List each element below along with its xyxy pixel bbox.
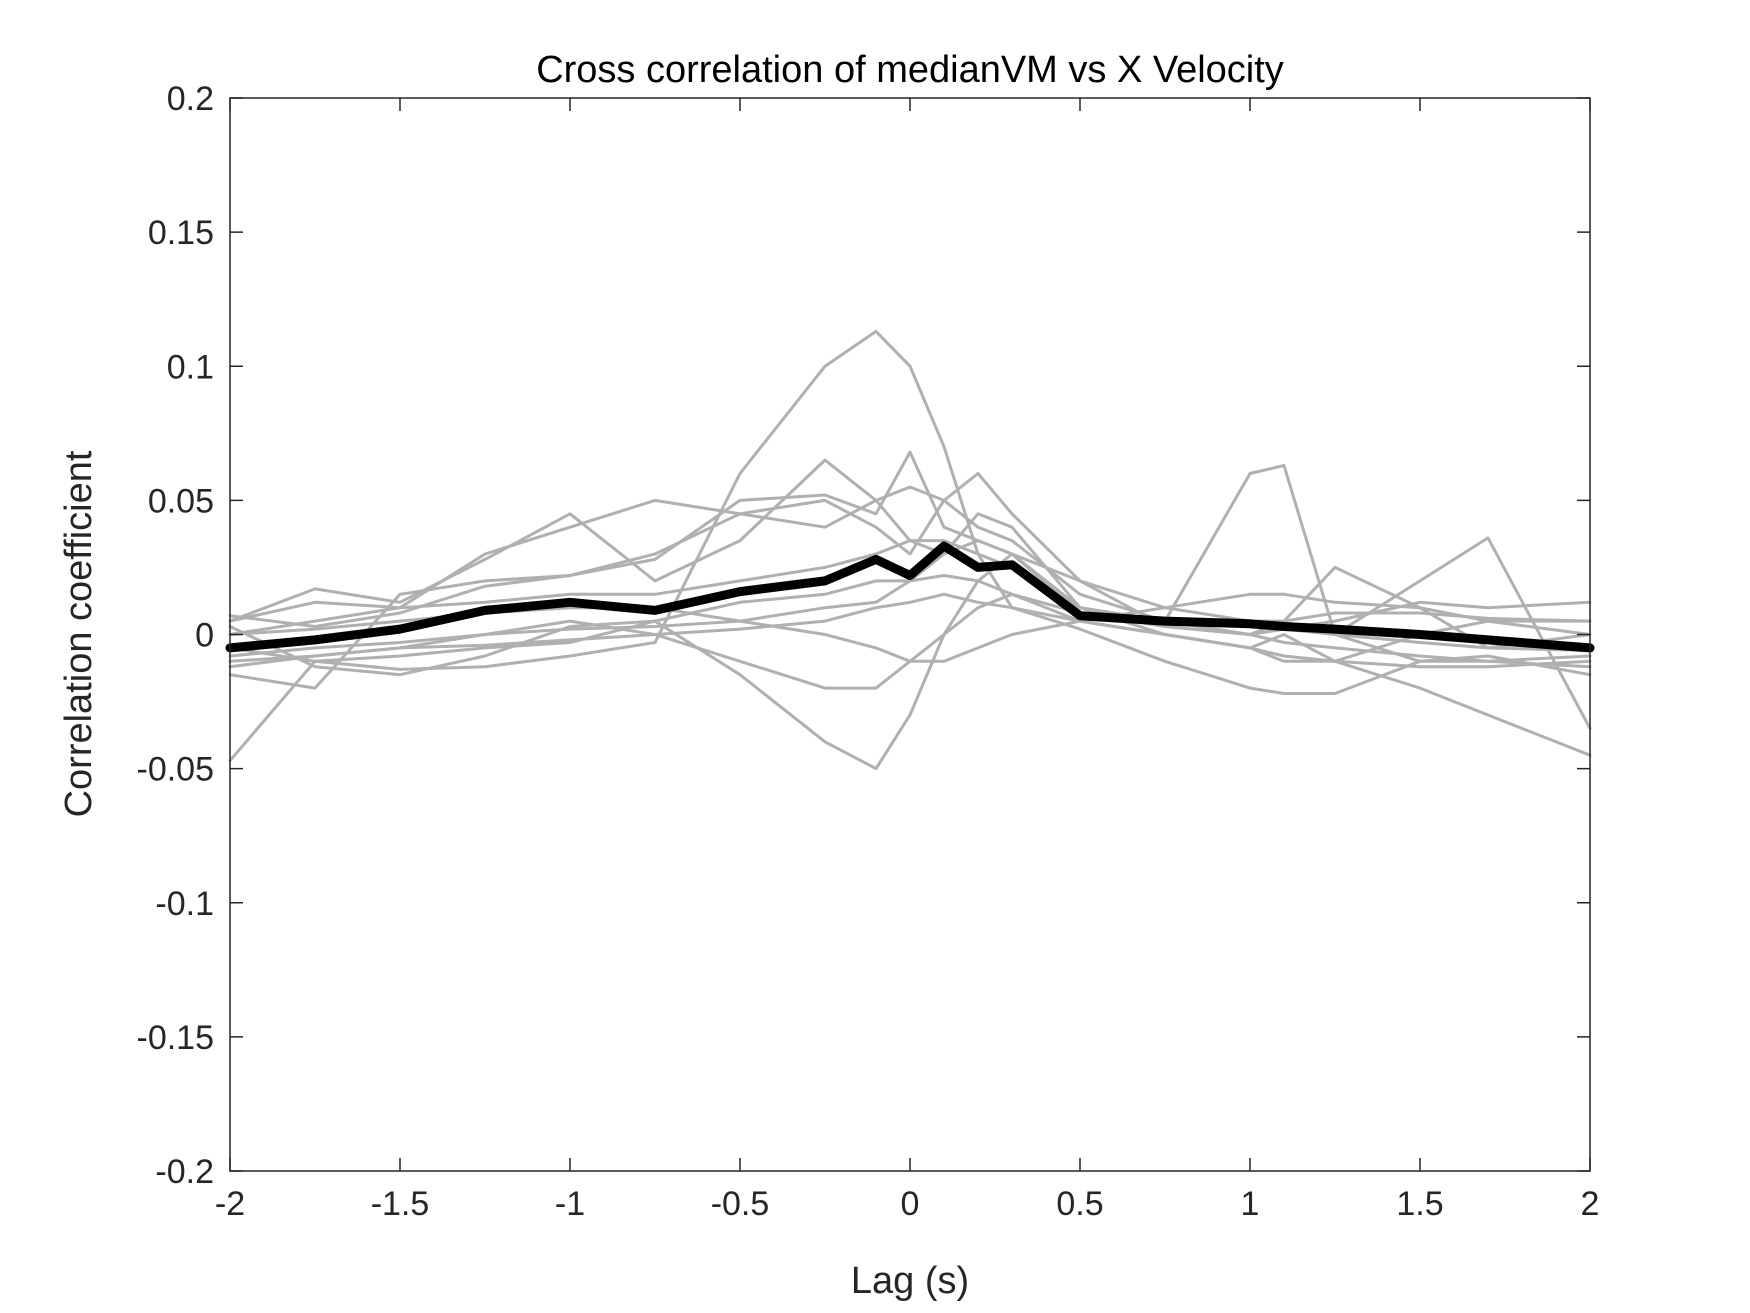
individual-series-line [228, 592, 1592, 690]
y-tick-label: 0.15 [148, 214, 214, 252]
y-tick-label: -0.2 [155, 1153, 214, 1191]
x-tick-label: 1 [1241, 1185, 1260, 1223]
y-tick-label: 0 [195, 617, 214, 655]
y-tick-label: -0.05 [137, 751, 215, 789]
y-axis-label: Correlation coefficient [58, 450, 100, 817]
chart-title: Cross correlation of medianVM vs X Veloc… [536, 49, 1284, 91]
individual-series-line [228, 539, 1592, 663]
individual-series-line [228, 539, 1592, 623]
x-tick-label: 2 [1581, 1185, 1600, 1223]
series-layer [225, 329, 1595, 771]
tick-layer: -2 -1.5 -1 -0.5 0 0.5 1 1.5 2 -0.2 -0.15 -0.1 -0.05 0… [137, 80, 1600, 1223]
y-tick-label: 0.2 [167, 80, 214, 118]
x-tick-label: -2 [215, 1185, 245, 1223]
mean-series-line [225, 541, 1595, 653]
y-tick-label: -0.1 [155, 885, 214, 923]
individual-series-line [228, 592, 1592, 669]
x-tick-label: 1.5 [1396, 1185, 1443, 1223]
y-tick-label: 0.1 [167, 348, 214, 386]
x-axis-label: Lag (s) [851, 1260, 969, 1302]
x-tick-label: -0.5 [711, 1185, 770, 1223]
x-tick-label: -1 [555, 1185, 585, 1223]
y-tick-label: 0.05 [148, 482, 214, 520]
y-tick-label: -0.15 [137, 1019, 215, 1057]
x-tick-label: 0 [901, 1185, 920, 1223]
x-tick-label: -1.5 [371, 1185, 430, 1223]
individual-series-line [228, 329, 1592, 763]
x-tick-label: 0.5 [1056, 1185, 1103, 1223]
